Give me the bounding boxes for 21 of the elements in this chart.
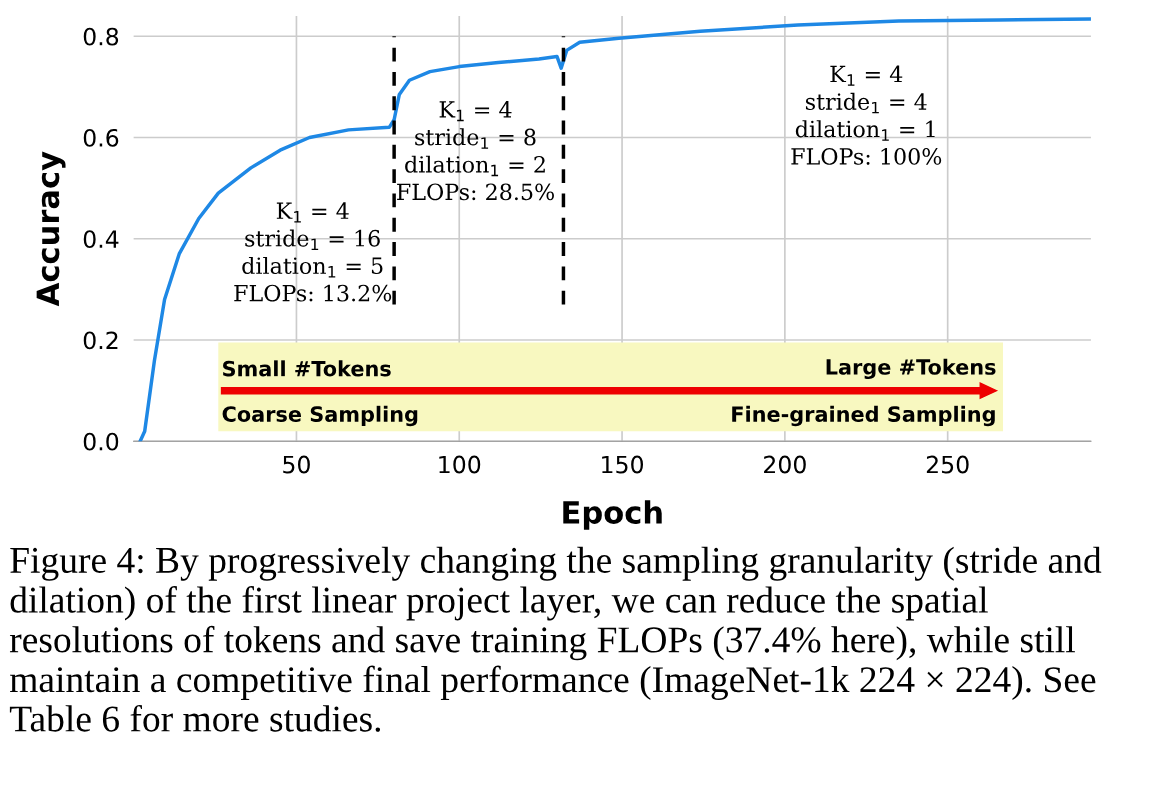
annotation: Coarse Sampling [222, 405, 418, 427]
x-tick-label: 100 [439, 455, 481, 474]
y-tick-label: 0.2 [83, 331, 118, 350]
x-tick-label: 200 [764, 455, 806, 474]
annotation: Small #Tokens [223, 360, 391, 377]
y-tick-label: 0.0 [83, 432, 119, 451]
x-tick-label: 150 [602, 455, 644, 474]
caption: Figure 4: By progressively changing the sampling granularity (stride and dilation) of the first linear project layer, we can reduce the spatial resolutions of tokens and save training FLOPs (37.4% here), while still maintain a competitive final performance (ImageNet-1k 224 × 224). See Table 6 for more studies. [9, 546, 1102, 732]
text: K$_{1}$ = 4 stride$_{1}$ = 16 dilation$_{1}$ = 5 FLOPs: 13.2% [234, 202, 392, 302]
annotation: Large #Tokens [826, 358, 996, 380]
annotation: Fine-grained Sampling [732, 405, 995, 427]
y-tick-label: 0.8 [83, 27, 119, 46]
x-tick-label: 250 [926, 455, 969, 474]
y-tick-label: 0.6 [83, 128, 119, 147]
y-tick-label: 0.4 [83, 230, 119, 249]
line-series [138, 17, 1091, 442]
x-axis-title: Epoch [563, 500, 662, 530]
text: K$_{1}$ = 4 stride$_{1}$ = 8 dilation$_{1}$ = 2 FLOPs: 28.5% [397, 101, 554, 201]
text: K$_{1}$ = 4 stride$_{1}$ = 4 dilation$_{1}$ = 1 FLOPs: 100% [791, 65, 942, 165]
y-axis-title: Accuracy [36, 151, 66, 307]
x-tick-label: 50 [283, 455, 310, 474]
